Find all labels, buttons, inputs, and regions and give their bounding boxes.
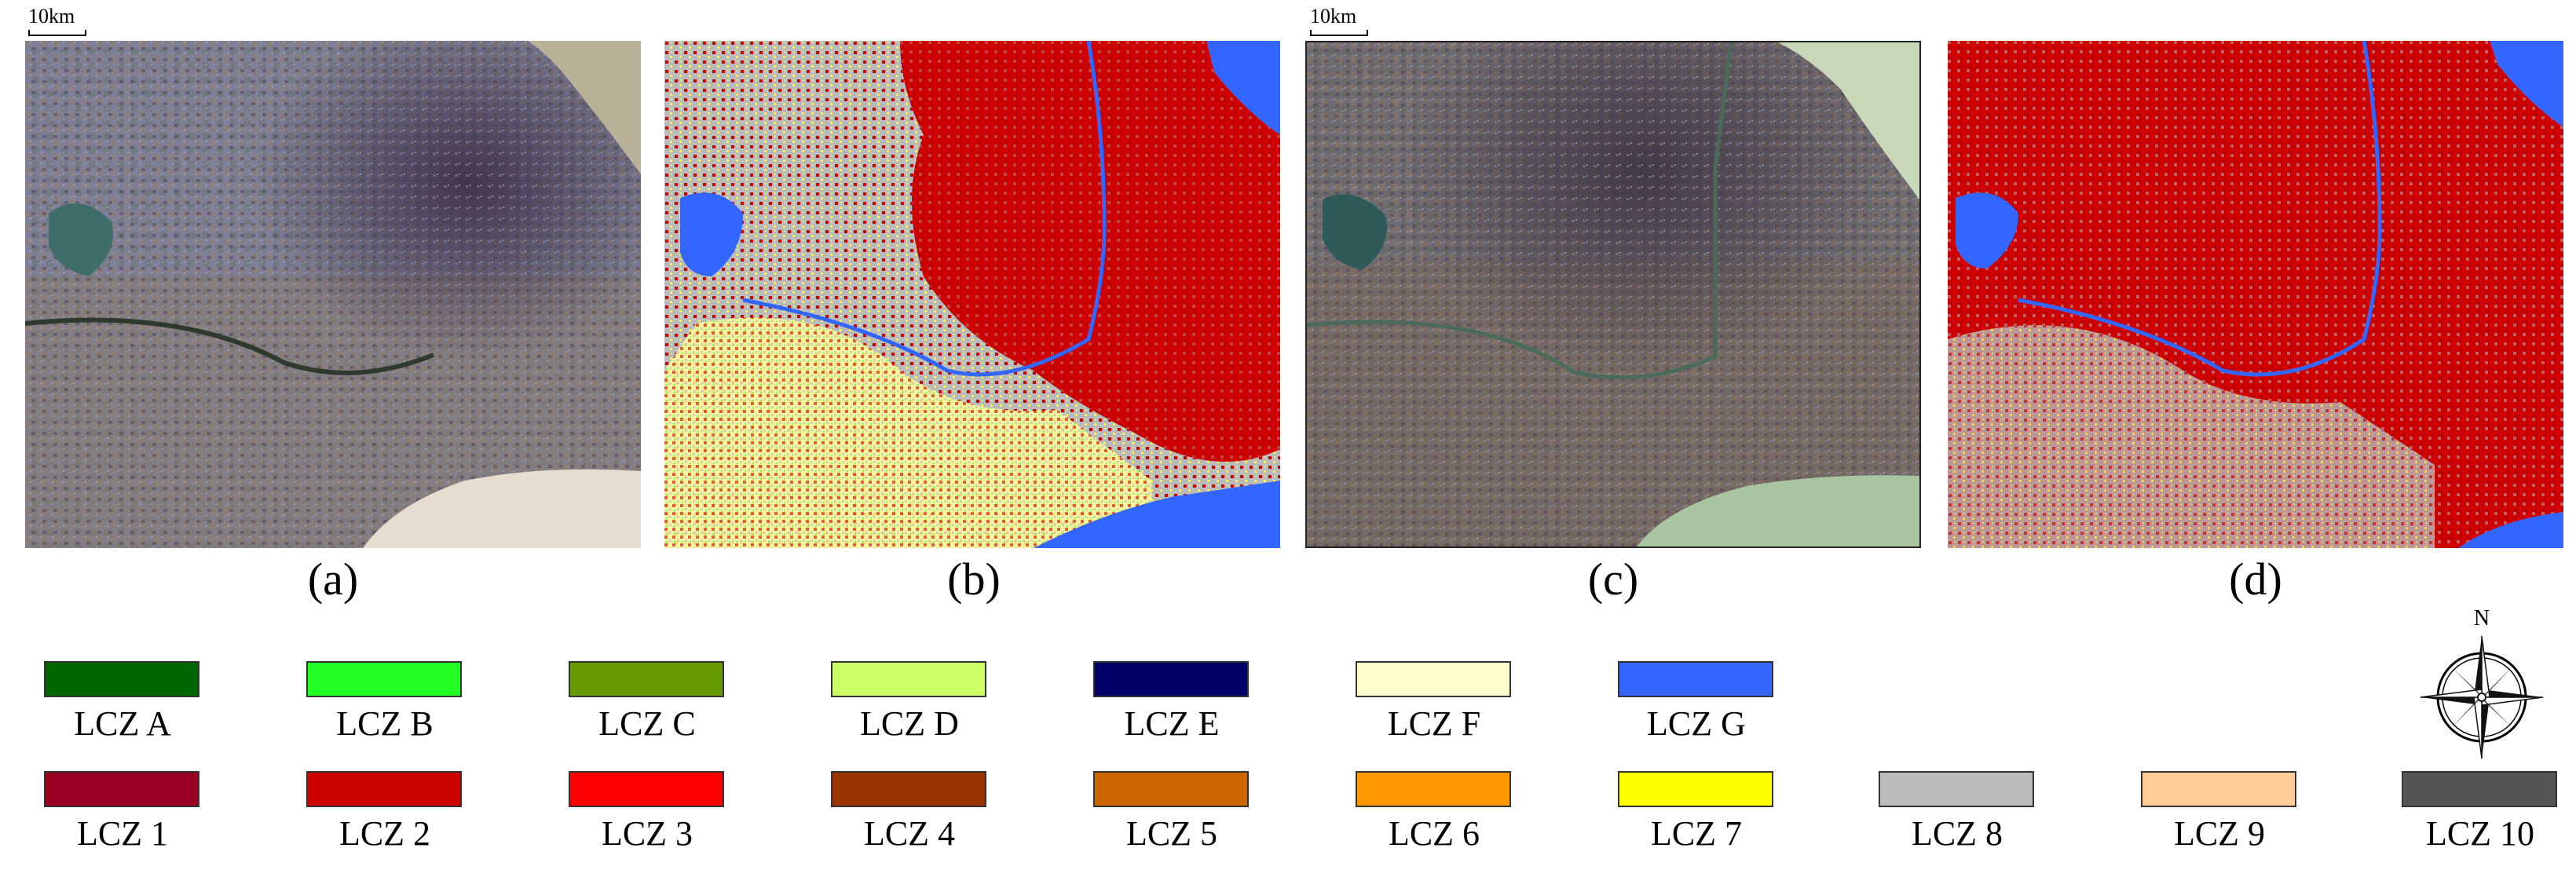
legend-swatch [2141,771,2296,807]
panel-label-b: (b) [947,554,1001,605]
legend-swatch [44,661,199,697]
legend-label: LCZ 5 [1125,814,1218,853]
satellite-image-c [1305,41,1921,548]
legend-label: LCZ 6 [1388,814,1480,853]
legend-label: LCZ 10 [2425,814,2535,853]
legend-label: LCZ C [598,704,696,743]
legend-label: LCZ 9 [2173,814,2266,853]
panel-label-c: (c) [1587,554,1639,605]
panel-label-a: (a) [307,554,359,605]
legend-swatch [569,661,724,697]
legend-swatch [44,771,199,807]
legend-swatch [1093,771,1249,807]
satellite-image-a [25,41,641,548]
lcz-map-d [1948,41,2563,548]
legend-swatch [2402,771,2557,807]
legend-label: LCZ 2 [338,814,431,853]
legend-label: LCZ 8 [1911,814,2003,853]
lcz-map-b [664,41,1280,548]
legend-label: LCZ D [860,704,959,743]
legend-swatch [306,771,462,807]
legend-swatch [1618,771,1773,807]
legend-label: LCZ 4 [863,814,956,853]
legend-swatch [831,771,986,807]
north-label: N [2474,606,2490,631]
scale-bar: 10km [28,6,86,36]
legend-swatch [1618,661,1773,697]
legend-label: LCZ G [1647,704,1746,743]
legend-label: LCZ A [74,704,171,743]
legend-label: LCZ 1 [76,814,169,853]
panel-label-d: (d) [2229,554,2282,605]
legend-label: LCZ 7 [1650,814,1743,853]
north-arrow-compass-icon: N [2419,603,2545,760]
legend-swatch [1093,661,1249,697]
legend-label: LCZ F [1387,704,1481,743]
legend-swatch [1356,661,1511,697]
legend-label: LCZ E [1124,704,1220,743]
legend-swatch [1356,771,1511,807]
legend-swatch [306,661,462,697]
legend-label: LCZ 3 [601,814,693,853]
scale-bar-c: 10km [1310,6,1368,36]
legend-label: LCZ B [336,704,434,743]
legend-swatch [569,771,724,807]
legend-swatch [831,661,986,697]
legend-swatch [1879,771,2034,807]
